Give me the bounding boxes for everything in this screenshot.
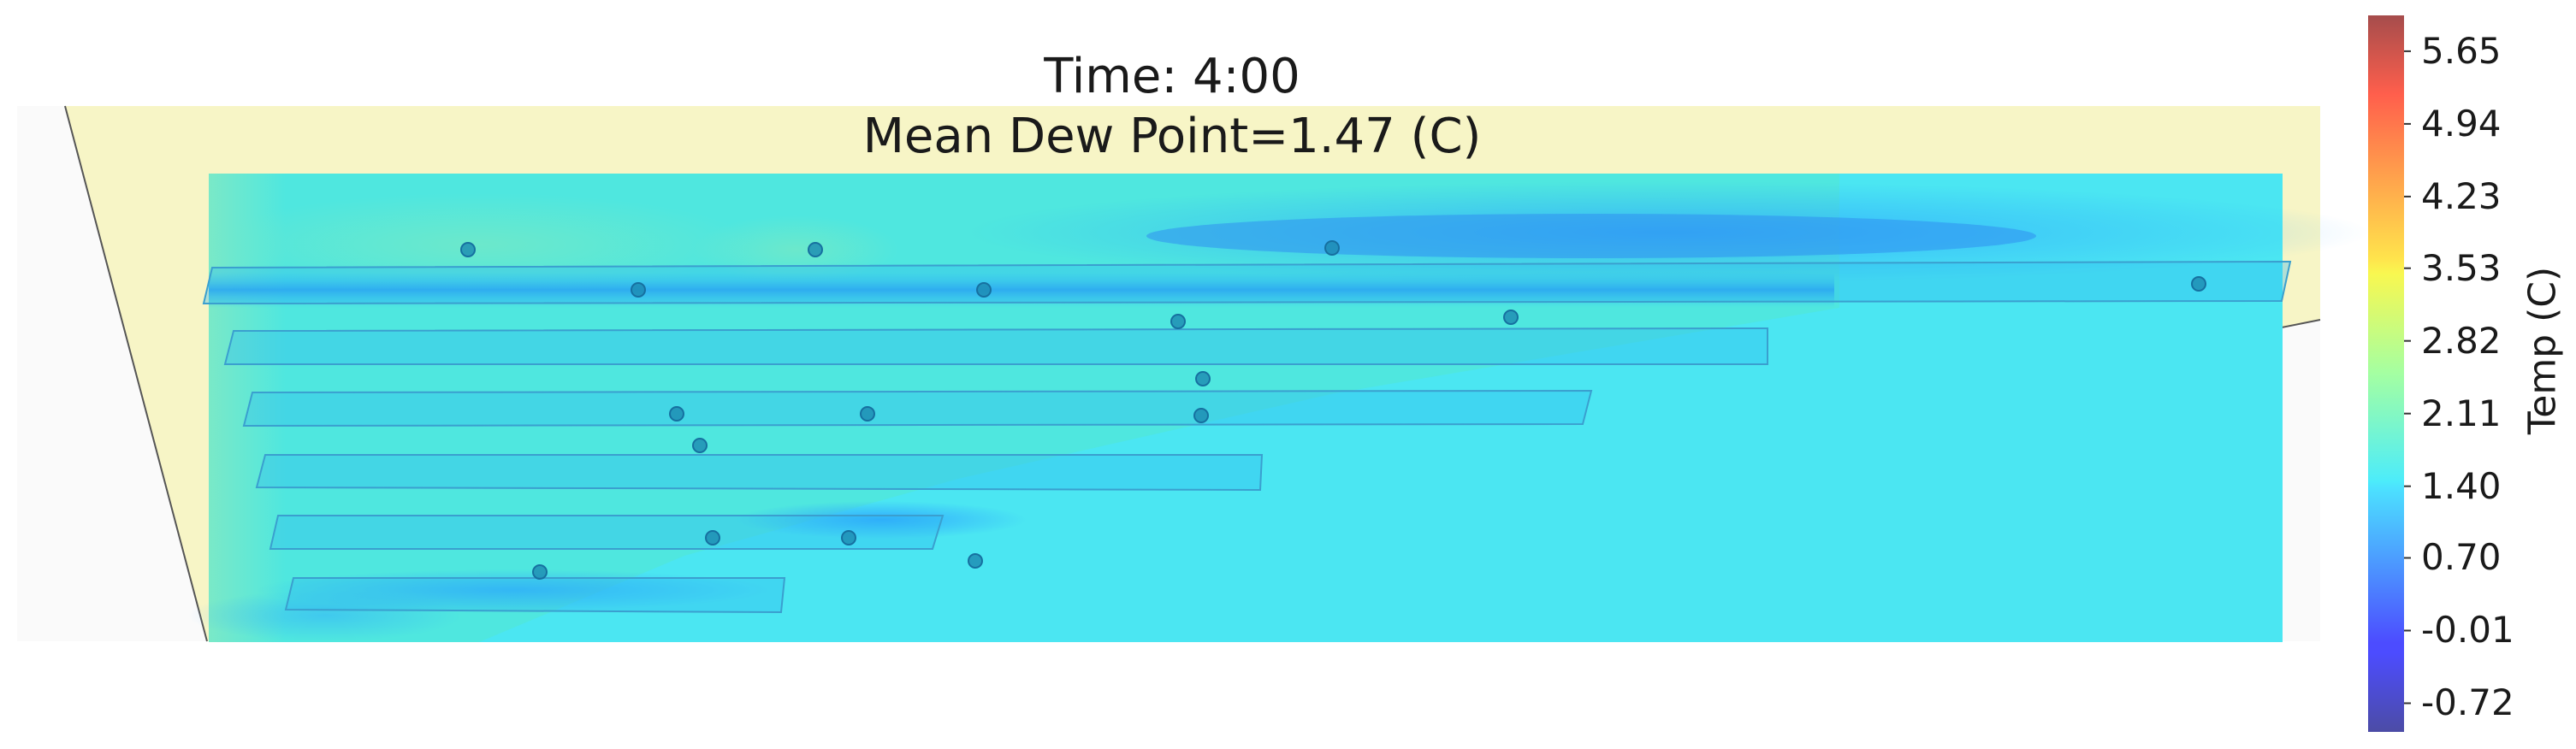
- colorbar-tick-marks: [2404, 50, 2411, 705]
- sensor-point: [808, 242, 823, 257]
- cold-spot-lower-1: [736, 501, 1027, 539]
- colorbar-tick-label: 4.23: [2421, 174, 2502, 217]
- warm-spot-1: [205, 193, 753, 296]
- chart-title-time: Time: 4:00: [1044, 49, 1300, 104]
- sensor-point: [1193, 408, 1209, 423]
- sensor-point: [532, 564, 548, 580]
- aisle-4: [255, 454, 1264, 492]
- colorbar-gradient: [2368, 15, 2404, 732]
- contour-field: [188, 174, 2370, 642]
- aisle-3: [242, 389, 1593, 428]
- sensor-point: [1503, 310, 1519, 325]
- sensor-point: [2191, 276, 2206, 292]
- cold-spot-lower-3: [188, 590, 462, 641]
- sensor-point: [669, 406, 684, 422]
- colorbar-label: Temp (C): [2520, 266, 2565, 435]
- colorbar-tick-label: 0.70: [2421, 536, 2502, 579]
- chart-title-mean: Mean Dew Point=1.47 (C): [862, 109, 1482, 164]
- sensor-point: [631, 282, 646, 298]
- colorbar: [2368, 15, 2411, 732]
- sensor-point: [841, 530, 856, 546]
- cold-upper-core: [1146, 214, 2036, 258]
- floor-outline-left: [64, 105, 208, 642]
- colorbar-tick-label: 2.82: [2421, 319, 2502, 362]
- colorbar-tick-label: 5.65: [2421, 29, 2502, 72]
- sensor-point: [705, 530, 720, 546]
- colorbar-tick-label: -0.72: [2421, 681, 2514, 724]
- sensor-point: [1324, 240, 1340, 256]
- colorbar-tick-label: 4.94: [2421, 102, 2502, 144]
- sensors: [460, 240, 2206, 580]
- colorbar-tick-label: 2.11: [2421, 392, 2502, 434]
- aisle-6: [284, 577, 786, 614]
- aisle-1: [202, 260, 2292, 305]
- sensor-point: [460, 242, 476, 257]
- aisles: [202, 260, 2292, 614]
- colorbar-tick-labels: 5.65 4.94 4.23 3.53 2.82 2.11 1.40 0.70 -0.01 -0.…: [2421, 0, 2524, 749]
- sensor-point: [976, 282, 992, 298]
- sensor-point: [860, 406, 875, 422]
- colorbar-tick-label: 1.40: [2421, 464, 2502, 507]
- aisle-5: [269, 515, 945, 550]
- sensor-point: [1195, 371, 1211, 386]
- sensor-point: [968, 553, 983, 569]
- sensor-point: [692, 438, 708, 453]
- colorbar-tick-label: 3.53: [2421, 246, 2502, 289]
- colorbar-tick-label: -0.01: [2421, 609, 2514, 652]
- aisle-2: [223, 327, 1768, 365]
- sensor-point: [1170, 314, 1186, 329]
